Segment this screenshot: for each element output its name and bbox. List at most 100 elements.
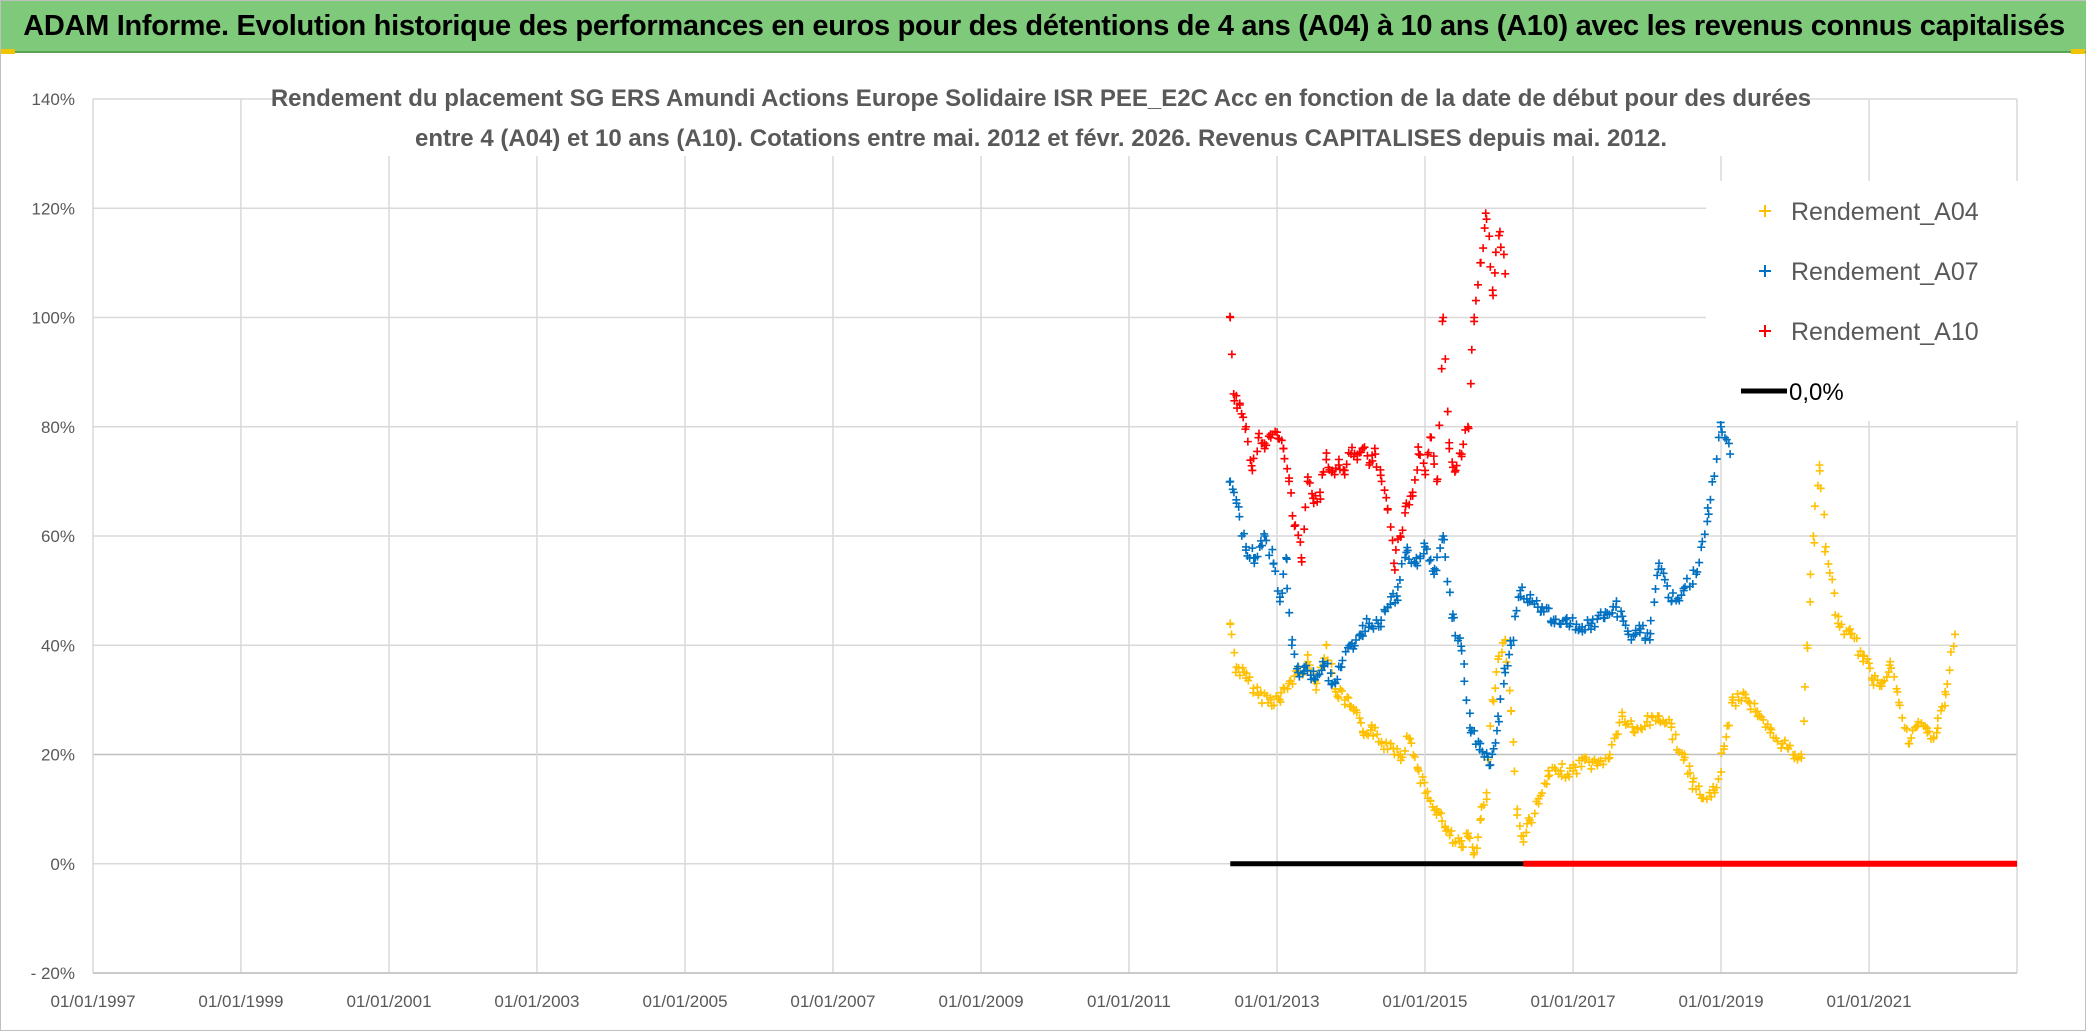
series-marker <box>1386 523 1395 532</box>
series-marker <box>1410 475 1419 484</box>
x-tick-label: 01/01/2001 <box>346 992 431 1011</box>
y-tick-label: 120% <box>32 199 75 218</box>
series-marker <box>1323 659 1332 668</box>
series-marker <box>1492 667 1501 676</box>
series-marker <box>1505 650 1514 659</box>
series-marker <box>1231 668 1240 677</box>
series-marker <box>1824 559 1833 568</box>
series-marker <box>1296 538 1305 547</box>
series-marker <box>1376 471 1385 480</box>
series-marker <box>1510 767 1519 776</box>
data-point <box>1445 444 1454 453</box>
series-marker <box>1355 714 1364 723</box>
series-marker <box>1671 730 1680 739</box>
data-point <box>1667 723 1676 732</box>
data-point <box>1414 766 1423 775</box>
series-marker <box>1621 621 1630 630</box>
data-point <box>1316 488 1325 497</box>
data-point <box>1383 603 1392 612</box>
legend-label: Rendement_A04 <box>1791 198 1979 226</box>
data-point <box>1485 761 1494 770</box>
x-tick-label: 01/01/2009 <box>938 992 1023 1011</box>
series-marker <box>1949 642 1958 651</box>
series-marker <box>1311 491 1320 500</box>
y-tick-label: 80% <box>41 418 75 437</box>
series-marker <box>1619 617 1628 626</box>
series-marker <box>1668 588 1677 597</box>
series-marker <box>1341 647 1350 656</box>
series-marker <box>1479 244 1488 253</box>
series-marker <box>1243 437 1252 446</box>
series-marker <box>1382 738 1391 747</box>
data-point <box>1704 510 1713 519</box>
series-marker <box>1265 551 1274 560</box>
chart-title-line1: Rendement du placement SG ERS Amundi Act… <box>271 85 1811 112</box>
x-tick-label: 01/01/2005 <box>642 992 727 1011</box>
series-marker <box>1418 772 1427 781</box>
data-point <box>1679 586 1688 595</box>
series-marker <box>1235 671 1244 680</box>
series-marker <box>1864 659 1873 668</box>
y-tick-label: - 20% <box>31 964 75 983</box>
series-marker <box>1496 243 1505 252</box>
series-marker <box>1635 628 1644 637</box>
data-point <box>1494 717 1503 726</box>
data-point <box>1356 630 1365 639</box>
series-marker <box>1319 467 1328 476</box>
data-point <box>1248 466 1257 475</box>
data-point <box>1312 679 1321 688</box>
series-marker <box>1474 833 1483 842</box>
data-point <box>1587 619 1596 628</box>
series-marker <box>1759 715 1768 724</box>
legend-item: Rendement_A10 <box>1759 318 1979 346</box>
data-point <box>1778 739 1787 748</box>
series-marker <box>1348 443 1356 452</box>
data-point <box>1698 794 1707 803</box>
series-marker <box>1467 345 1476 354</box>
series-marker <box>1490 268 1499 277</box>
banner-corner-left <box>1 49 15 54</box>
series-marker <box>1604 754 1613 763</box>
series-marker <box>1660 575 1669 584</box>
data-point <box>1476 258 1485 267</box>
data-point <box>1340 695 1349 704</box>
data-point <box>1232 499 1241 508</box>
series-Rendement_A04 <box>1226 460 1959 859</box>
series-marker <box>1473 280 1482 289</box>
series-marker <box>1505 686 1514 695</box>
series-marker <box>1360 443 1369 452</box>
series-marker <box>1483 753 1492 762</box>
series-marker <box>1468 843 1477 852</box>
data-point <box>1562 613 1571 622</box>
data-point <box>1353 455 1362 464</box>
series-marker <box>1362 614 1371 623</box>
data-point <box>1427 433 1436 442</box>
series-marker <box>1785 741 1794 750</box>
series-marker <box>1452 461 1461 470</box>
series-marker <box>1608 608 1617 617</box>
series-marker <box>1702 795 1711 804</box>
x-tick-label: 01/01/1997 <box>50 992 135 1011</box>
series-marker <box>1499 250 1508 259</box>
series-marker <box>1230 648 1239 657</box>
data-point <box>1599 613 1608 622</box>
series-marker <box>1290 650 1299 659</box>
legend-label: Rendement_A10 <box>1791 318 1979 346</box>
series-marker <box>1302 661 1311 670</box>
series-marker <box>1269 701 1278 710</box>
data-point <box>1242 674 1251 683</box>
data-point <box>1463 422 1472 431</box>
series-marker <box>1264 432 1273 441</box>
series-marker <box>1424 448 1433 457</box>
data-point <box>1538 603 1547 612</box>
series-marker <box>1703 517 1712 526</box>
series-marker <box>1334 693 1343 702</box>
data-point <box>1322 455 1331 464</box>
series-marker <box>1663 581 1672 590</box>
series-marker <box>1668 735 1677 744</box>
legend-label: Rendement_A07 <box>1791 258 1979 286</box>
data-point <box>1941 690 1950 699</box>
series-marker <box>1391 545 1400 554</box>
series-marker <box>1369 731 1378 740</box>
series-Rendement_A10 <box>1225 209 1510 574</box>
